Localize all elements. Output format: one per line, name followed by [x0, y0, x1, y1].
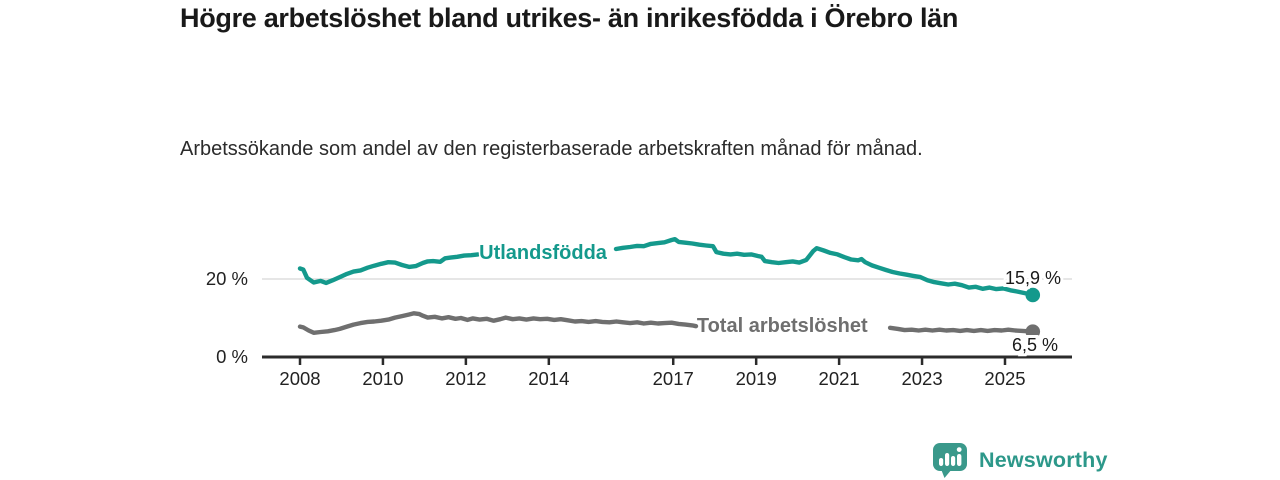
- x-tick-label: 2017: [653, 368, 694, 389]
- series-line: [297, 252, 481, 286]
- series-end-dot: [1025, 324, 1041, 339]
- end-value-label: 15,9 %: [1005, 268, 1061, 288]
- series-label: Total arbetslöshet: [697, 315, 868, 337]
- x-tick-label: 2023: [901, 368, 942, 389]
- y-tick-label: 20 %: [206, 268, 248, 289]
- newsworthy-logo-icon: [933, 443, 967, 478]
- x-tick-label: 2012: [445, 368, 486, 389]
- x-tick-label: 2010: [362, 368, 403, 389]
- x-tick-label: 2008: [279, 368, 320, 389]
- newsworthy-logo-text: Newsworthy: [979, 447, 1108, 472]
- chart-subtitle: Arbetssökande som andel av den registerb…: [180, 138, 923, 160]
- series-line: [613, 236, 1036, 298]
- x-tick-label: 2025: [984, 368, 1025, 389]
- series-end-dot: [1025, 287, 1041, 303]
- series-line: [887, 325, 1036, 334]
- end-value-label: 6,5 %: [1012, 335, 1058, 355]
- x-tick-label: 2014: [528, 368, 569, 389]
- x-tick-label: 2021: [819, 368, 860, 389]
- newsworthy-logo: Newsworthy: [930, 441, 1108, 479]
- series-line: [297, 311, 699, 335]
- chart-title: Högre arbetslöshet bland utrikes- än inr…: [180, 3, 959, 33]
- x-tick-label: 2019: [736, 368, 777, 389]
- y-tick-label: 0 %: [216, 346, 248, 367]
- series-label: Utlandsfödda: [479, 242, 608, 264]
